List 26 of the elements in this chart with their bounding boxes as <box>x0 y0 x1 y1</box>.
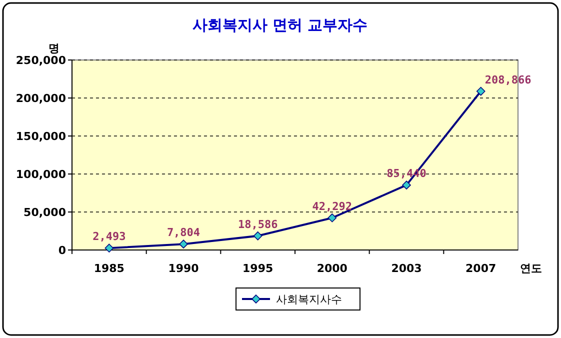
x-tick-label: 2003 <box>391 262 422 275</box>
y-tick-label: 100,000 <box>16 168 66 181</box>
y-tick-label: 50,000 <box>24 206 66 219</box>
x-tick-label: 1990 <box>168 262 200 275</box>
data-label: 18,586 <box>238 218 278 231</box>
x-tick-label: 2000 <box>316 262 348 275</box>
y-tick-label: 200,000 <box>16 92 66 105</box>
y-tick-label: 250,000 <box>16 54 66 67</box>
point <box>476 86 486 96</box>
point <box>104 244 114 253</box>
x-tick-label: 2007 <box>466 262 496 275</box>
point <box>402 180 411 190</box>
chart-title: 사회복지사 면허 교부자수 <box>192 16 368 34</box>
x-tick-label: 1985 <box>94 262 124 275</box>
legend-label: 사회복지사수 <box>276 293 342 306</box>
x-tick-label: 1995 <box>242 262 274 275</box>
data-label: 2,493 <box>92 230 126 244</box>
y-axis-title: 명 <box>48 42 60 55</box>
point <box>253 231 262 240</box>
data-label: 42,292 <box>312 200 352 213</box>
x-axis-title: 연도 <box>520 262 542 275</box>
point <box>328 213 337 222</box>
point <box>179 240 188 248</box>
y-tick-label: 0 <box>58 244 66 257</box>
y-tick-label: 150,000 <box>16 130 66 143</box>
data-label: 7,804 <box>166 226 200 240</box>
